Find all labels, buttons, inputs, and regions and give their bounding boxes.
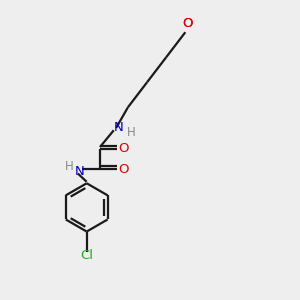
Text: H: H <box>127 126 136 139</box>
Text: O: O <box>118 142 129 155</box>
Text: O: O <box>182 17 193 31</box>
Text: N: N <box>74 165 84 178</box>
Text: N: N <box>114 122 123 134</box>
Text: O: O <box>182 17 193 31</box>
Text: O: O <box>118 163 129 176</box>
Text: Cl: Cl <box>80 249 93 262</box>
Text: H: H <box>65 160 74 173</box>
